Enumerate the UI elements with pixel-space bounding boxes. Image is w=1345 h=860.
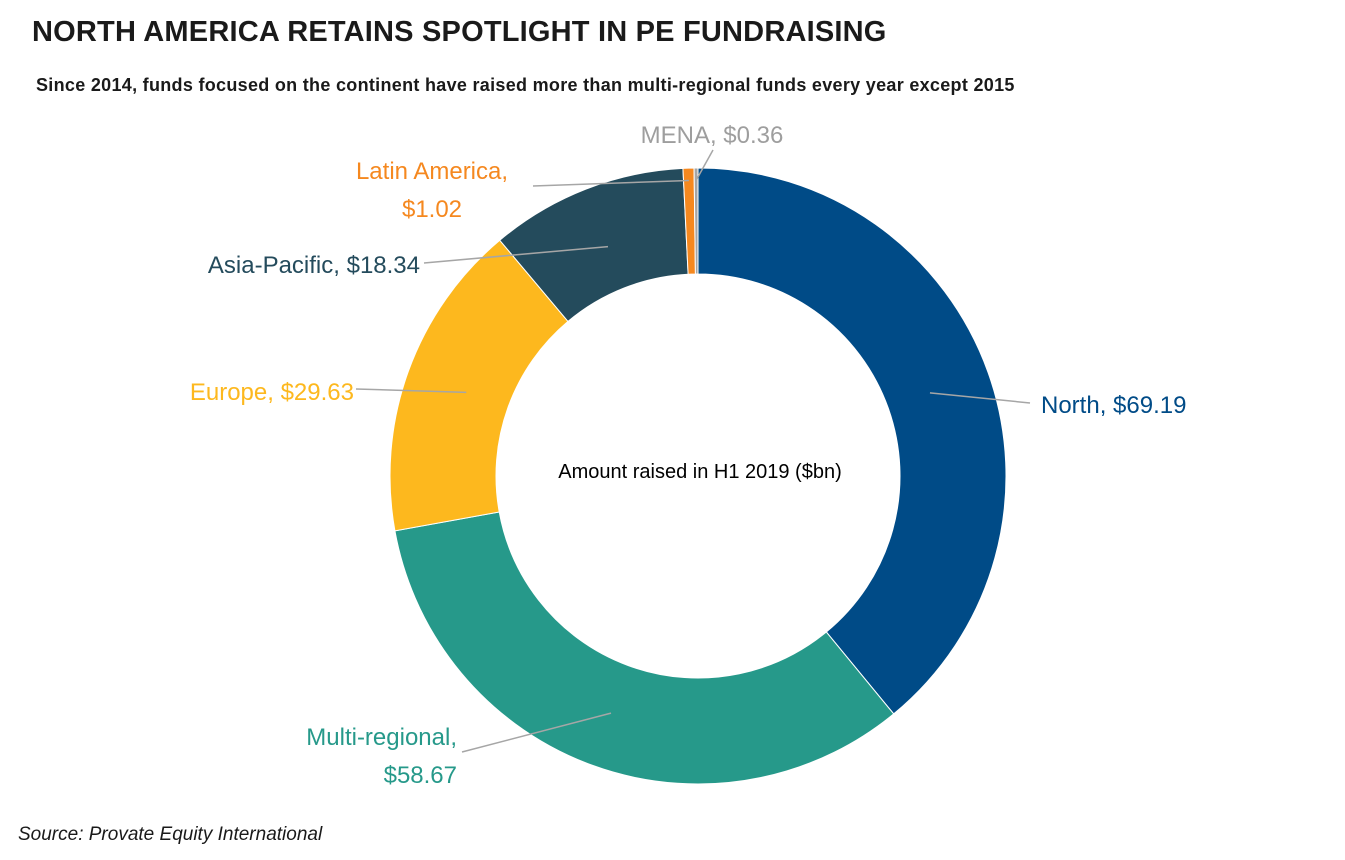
leader-line-latin-america (532, 179, 689, 187)
slice-label-latin-america: $1.02 (402, 196, 462, 223)
leader-line-multi-regional (461, 712, 612, 753)
slice-label-multi-regional: $58.67 (384, 762, 457, 789)
slice-label-mena: MENA, $0.36 (641, 122, 784, 149)
slice-label-north: North, $69.19 (1041, 392, 1186, 419)
slice-multi-regional (394, 511, 895, 785)
slice-europe (389, 239, 569, 532)
source-note: Source: Provate Equity International (18, 824, 323, 845)
slice-mena (693, 167, 699, 275)
leader-line-north (929, 392, 1031, 404)
donut-slices (389, 167, 1007, 785)
slice-labels: North, $69.19 Multi-regional, $58.67 Europe… (190, 122, 1187, 789)
slice-label-latin-america: Latin America, (356, 158, 508, 185)
leader-line-mena (695, 149, 714, 181)
leader-line-asia-pacific (423, 245, 609, 264)
slice-label-multi-regional: Multi-regional, (306, 724, 457, 751)
leader-line-europe (355, 388, 467, 394)
chart-title: NORTH AMERICA RETAINS SPOTLIGHT IN PE FU… (32, 16, 887, 48)
slice-north (697, 167, 1007, 715)
leader-lines (355, 149, 1031, 753)
center-label: Amount raised in H1 2019 ($bn) (558, 461, 842, 483)
chart-subtitle: Since 2014, funds focused on the contine… (36, 75, 1015, 95)
slice-label-europe: Europe, $29.63 (190, 379, 354, 406)
slice-label-asia-pacific: Asia-Pacific, $18.34 (208, 252, 420, 279)
